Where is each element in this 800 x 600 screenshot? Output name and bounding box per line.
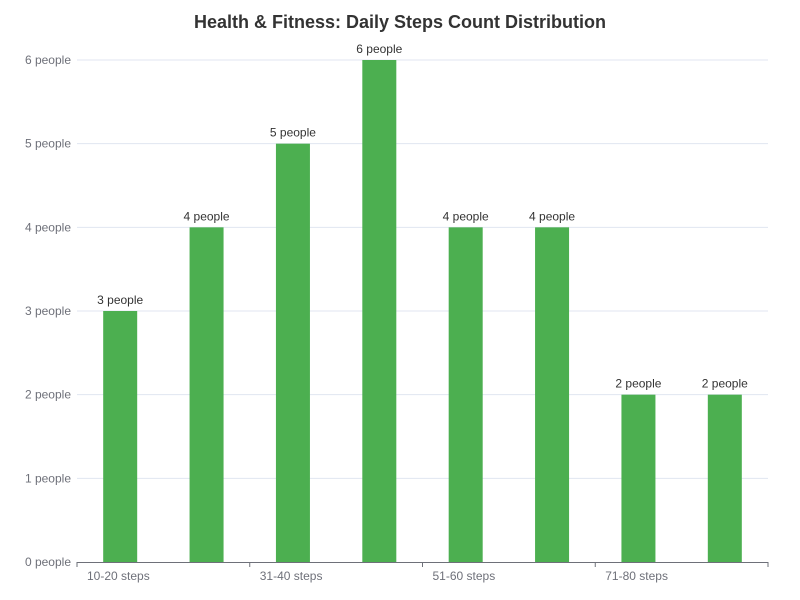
x-tick-label: 31-40 steps (260, 569, 323, 583)
y-tick-label: 6 people (25, 53, 71, 67)
y-tick-label: 4 people (25, 220, 71, 234)
y-tick-label: 2 people (25, 388, 71, 402)
data-label: 6 people (356, 42, 402, 56)
data-label: 2 people (615, 377, 661, 391)
data-label: 2 people (702, 377, 748, 391)
x-axis-ticks: 10-20 steps 31-40 steps 51-60 steps 71-80 s… (87, 569, 668, 583)
grid-lines (77, 59, 768, 479)
data-label: 4 people (443, 209, 489, 223)
bar (707, 394, 742, 562)
chart-title: Health & Fitness: Daily Steps Count Dist… (194, 12, 606, 32)
y-tick-label: 0 people (25, 555, 71, 569)
data-label: 4 people (184, 209, 230, 223)
data-label: 5 people (270, 126, 316, 140)
axes (76, 562, 769, 567)
y-axis-ticks: 0 people 1 people 2 people 3 people 4 people… (25, 53, 71, 569)
x-tick-label: 71-80 steps (605, 569, 668, 583)
y-tick-label: 3 people (25, 304, 71, 318)
bar (189, 227, 224, 563)
data-label: 4 people (529, 209, 575, 223)
data-labels: 3 people 4 people 5 people 6 people 4 people… (97, 42, 748, 391)
bar (275, 143, 310, 562)
bar (535, 227, 570, 563)
bars (103, 60, 742, 563)
x-tick-label: 10-20 steps (87, 569, 150, 583)
bar (103, 311, 138, 562)
bar (621, 394, 656, 562)
bar (448, 227, 483, 563)
data-label: 3 people (97, 293, 143, 307)
bar (362, 60, 397, 562)
y-tick-label: 5 people (25, 137, 71, 151)
x-tick-label: 51-60 steps (433, 569, 496, 583)
y-tick-label: 1 people (25, 471, 71, 485)
